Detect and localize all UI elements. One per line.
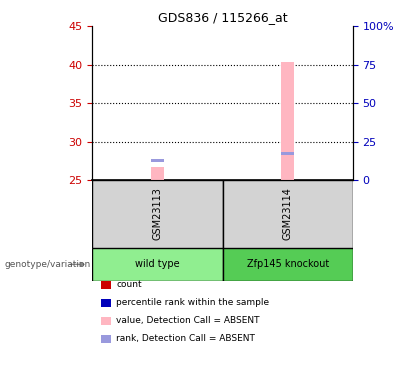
Text: GSM23114: GSM23114 <box>283 188 293 240</box>
Text: count: count <box>116 280 142 289</box>
Bar <box>223 180 353 248</box>
Bar <box>92 248 223 281</box>
Text: value, Detection Call = ABSENT: value, Detection Call = ABSENT <box>116 316 260 325</box>
Text: rank, Detection Call = ABSENT: rank, Detection Call = ABSENT <box>116 334 255 343</box>
Text: wild type: wild type <box>135 260 180 269</box>
Bar <box>151 167 164 180</box>
Text: percentile rank within the sample: percentile rank within the sample <box>116 298 270 307</box>
Text: genotype/variation: genotype/variation <box>4 260 90 269</box>
Bar <box>92 180 223 248</box>
Bar <box>151 159 164 162</box>
Bar <box>281 62 294 180</box>
Text: Zfp145 knockout: Zfp145 knockout <box>247 260 329 269</box>
Bar <box>223 248 353 281</box>
Title: GDS836 / 115266_at: GDS836 / 115266_at <box>158 11 287 24</box>
Bar <box>281 152 294 155</box>
Text: GSM23113: GSM23113 <box>152 188 163 240</box>
